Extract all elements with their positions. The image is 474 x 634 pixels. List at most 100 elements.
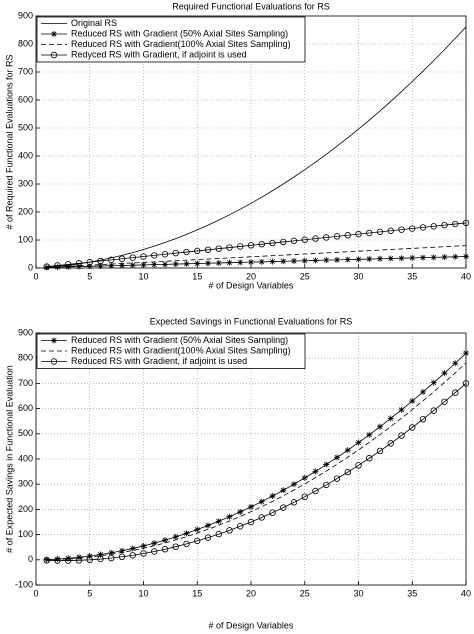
marker-star: [248, 503, 254, 510]
y-tick-label: 400: [18, 150, 33, 160]
marker-star: [387, 255, 394, 262]
marker-circle: [419, 415, 427, 423]
x-tick-label: 35: [407, 271, 417, 281]
marker-circle: [301, 236, 308, 243]
marker-star: [183, 260, 190, 267]
y-tick-label: 100: [18, 234, 33, 244]
marker-circle: [172, 249, 179, 257]
marker-star: [430, 379, 437, 386]
marker-star: [334, 256, 340, 263]
marker-circle: [108, 554, 115, 562]
x-tick-label: 15: [192, 271, 202, 281]
y-tick-label: 600: [18, 403, 33, 413]
marker-circle: [237, 243, 244, 250]
marker-circle: [97, 257, 104, 265]
x-tick-label: 25: [300, 271, 310, 281]
marker-circle: [129, 552, 136, 559]
x-tick-label: 40: [461, 588, 471, 598]
marker-star: [377, 423, 383, 430]
marker-star: [409, 398, 416, 405]
marker-star: [226, 513, 233, 520]
marker-circle: [204, 246, 212, 253]
y-tick-label: 200: [18, 206, 33, 216]
marker-circle: [75, 557, 83, 564]
series-line: [46, 362, 467, 560]
marker-circle: [333, 475, 341, 482]
marker-star: [129, 262, 136, 269]
marker-circle: [129, 254, 136, 261]
marker-star: [301, 257, 308, 264]
marker-circle: [301, 493, 308, 500]
marker-circle: [43, 263, 50, 270]
marker-star: [119, 262, 125, 269]
marker-star: [420, 254, 426, 261]
marker-star: [258, 498, 265, 505]
marker-star: [334, 454, 340, 461]
marker-star: [366, 431, 373, 438]
marker-star: [172, 533, 179, 540]
x-tick-label: 30: [353, 271, 363, 281]
plot-frame: [35, 332, 467, 586]
marker-star: [172, 261, 179, 268]
marker-star: [205, 522, 211, 529]
marker-star: [312, 468, 319, 475]
x-tick-label: 35: [407, 588, 417, 598]
marker-circle: [75, 260, 83, 267]
y-tick-label: 100: [18, 529, 33, 539]
y-tick-label: 400: [18, 453, 33, 463]
legend-label: Reduced RS with Gradient (50% Axial Site…: [71, 28, 288, 38]
marker-star: [269, 258, 276, 265]
marker-star: [215, 259, 222, 266]
marker-circle: [140, 550, 147, 557]
marker-star: [452, 360, 459, 367]
marker-circle: [269, 239, 276, 247]
y-tick-label: -100: [15, 579, 33, 589]
marker-circle: [462, 219, 470, 227]
marker-star: [301, 474, 308, 481]
marker-star: [323, 461, 330, 468]
marker-circle: [344, 232, 351, 239]
legend-label: Original RS: [71, 18, 117, 28]
marker-star: [237, 259, 244, 266]
marker-circle: [280, 504, 287, 511]
marker-star: [140, 261, 147, 268]
marker-circle: [194, 247, 201, 255]
marker-star: [215, 518, 222, 525]
legend-box: [36, 16, 306, 63]
marker-star: [151, 261, 158, 268]
y-tick-label: 700: [18, 378, 33, 388]
x-tick-label: 15: [192, 588, 202, 598]
marker-star: [430, 254, 437, 261]
marker-star: [76, 263, 82, 270]
marker-circle: [118, 553, 126, 560]
y-tick-label: 500: [18, 428, 33, 438]
marker-circle: [419, 224, 427, 231]
marker-star: [366, 256, 373, 263]
marker-circle: [441, 221, 448, 229]
marker-circle: [226, 244, 233, 251]
x-tick-label: 10: [138, 271, 148, 281]
x-axis-label: # of Design Variables: [209, 280, 294, 290]
marker-star: [463, 350, 469, 357]
marker-circle: [247, 518, 255, 526]
series-line: [46, 352, 467, 560]
marker-circle: [258, 240, 265, 248]
marker-circle: [65, 557, 72, 564]
marker-star: [226, 259, 233, 266]
marker-star: [65, 555, 72, 562]
marker-circle: [247, 242, 255, 249]
marker-star: [452, 253, 459, 260]
marker-star: [194, 526, 201, 533]
series-line: [46, 383, 467, 561]
x-tick-label: 0: [33, 271, 38, 281]
marker-circle: [398, 432, 405, 439]
marker-circle: [183, 540, 190, 548]
marker-circle: [430, 223, 437, 230]
series-line: [46, 222, 467, 267]
series-line: [46, 26, 467, 268]
marker-circle: [430, 407, 437, 414]
marker-star: [398, 255, 405, 262]
marker-circle: [54, 262, 61, 269]
y-tick-label: 700: [18, 66, 33, 76]
plot-frame: [35, 15, 467, 269]
